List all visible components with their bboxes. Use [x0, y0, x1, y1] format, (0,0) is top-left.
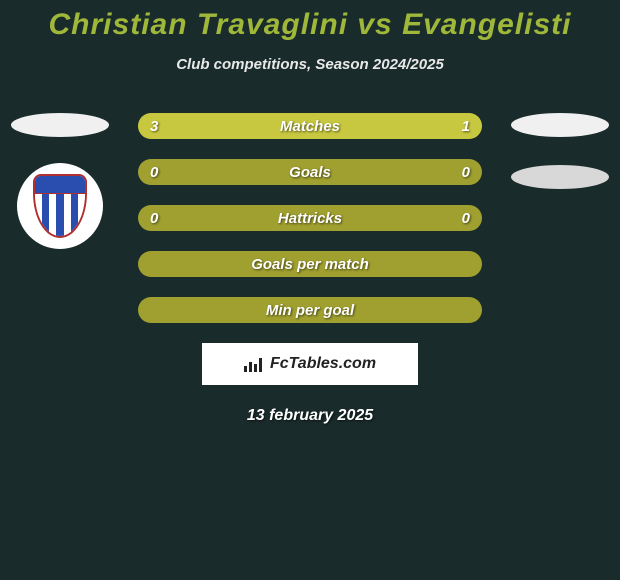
stat-label: Hattricks	[278, 210, 342, 227]
left-ellipse-1	[11, 113, 109, 137]
bar-chart-icon	[244, 356, 264, 372]
stat-value-right: 0	[462, 164, 470, 181]
stat-label: Matches	[280, 118, 340, 135]
stat-value-left: 3	[150, 118, 158, 135]
stat-label: Min per goal	[266, 302, 354, 319]
shield-stripes	[35, 194, 85, 236]
left-player-column	[0, 113, 120, 249]
stat-value-right: 0	[462, 210, 470, 227]
stat-label: Goals	[289, 164, 331, 181]
stat-value-left: 0	[150, 164, 158, 181]
stat-label: Goals per match	[251, 256, 369, 273]
stat-row-hattricks: 0 0 Hattricks	[138, 205, 482, 231]
stat-row-goals: 0 0 Goals	[138, 159, 482, 185]
shield-icon	[33, 174, 87, 238]
bar-fill-left	[138, 113, 396, 139]
page-title: Christian Travaglini vs Evangelisti	[0, 0, 620, 42]
stat-row-matches: 3 1 Matches	[138, 113, 482, 139]
subtitle: Club competitions, Season 2024/2025	[0, 56, 620, 73]
stat-value-right: 1	[462, 118, 470, 135]
stat-value-left: 0	[150, 210, 158, 227]
club-logo	[17, 163, 103, 249]
right-ellipse-2	[511, 165, 609, 189]
right-player-column	[500, 113, 620, 189]
stat-bars: 3 1 Matches 0 0 Goals 0 0 Hattricks Goals per mat…	[138, 113, 482, 323]
shield-top	[35, 176, 85, 194]
date-label: 13 february 2025	[0, 407, 620, 425]
watermark-text: FcTables.com	[270, 355, 376, 373]
stat-row-min-per-goal: Min per goal	[138, 297, 482, 323]
right-ellipse-1	[511, 113, 609, 137]
watermark: FcTables.com	[202, 343, 418, 385]
stats-area: 3 1 Matches 0 0 Goals 0 0 Hattricks Goals per mat…	[0, 113, 620, 323]
stat-row-goals-per-match: Goals per match	[138, 251, 482, 277]
